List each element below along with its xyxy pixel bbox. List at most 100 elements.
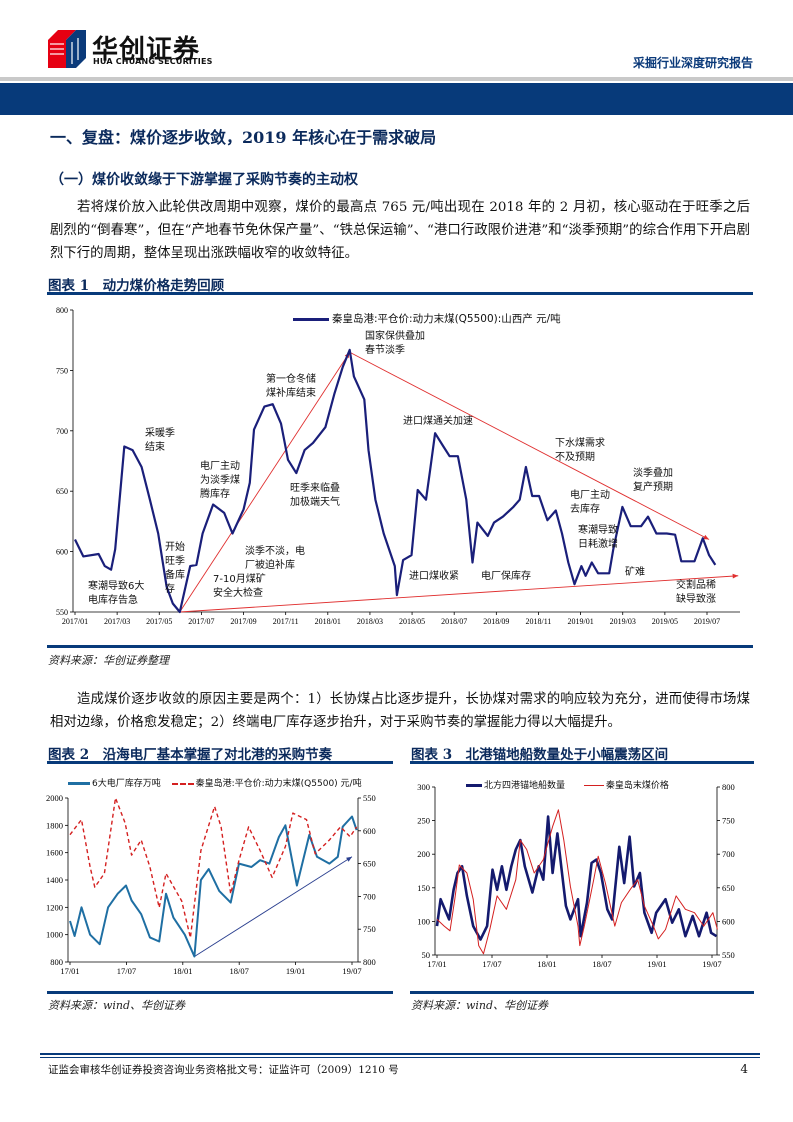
x-tick-label: 18/01 (537, 959, 556, 969)
y-tick-label-right: 550 (722, 950, 735, 960)
annotation: 淡季不淡，电 厂被迫补库 (245, 546, 305, 571)
x-tick-label: 19/01 (286, 966, 305, 976)
section-heading: 一、复盘：煤价逐步收敛，2019 年核心在于需求破局 (50, 128, 437, 147)
y-tick-label: 650 (56, 487, 68, 496)
logo-mark (48, 30, 86, 68)
figure2-chart: 2000 1800 1600 1400 1200 1000 800 550 600 650 700 7… (46, 793, 376, 976)
y-tick-label: 750 (56, 366, 68, 375)
header-divider (0, 77, 793, 81)
annotation: 交割品稀 缺导致涨 (676, 580, 716, 605)
x-tick-label: 2018/07 (441, 617, 467, 626)
x-tick-label: 2017/01 (62, 617, 88, 626)
x-tick-label: 2018/03 (357, 617, 383, 626)
y-tick-label: 2000 (46, 793, 63, 803)
x-tick-label: 17/01 (60, 966, 79, 976)
figure2-legend: 6大电厂库存万吨 秦皇岛港:平仓价:动力末煤(Q5500) 元/吨 (68, 776, 362, 789)
y-tick-label: 1800 (46, 820, 63, 830)
y-tick-label-right: 600 (363, 826, 376, 836)
report-type: 采掘行业深度研究报告 (632, 56, 753, 70)
x-tick-label: 2019/03 (610, 617, 636, 626)
annotation: 国家保供叠加 春节淡季 (365, 331, 425, 356)
x-tick-label: 18/07 (592, 959, 611, 969)
trend-line (179, 352, 351, 613)
y-tick-label-right: 800 (363, 957, 376, 967)
x-tick-label: 18/07 (230, 966, 249, 976)
subsection-heading: （一）煤价收敛缘于下游掌握了采购节奏的主动权 (50, 172, 358, 188)
x-tick-label: 17/01 (427, 959, 446, 969)
legend-swatch (293, 317, 329, 321)
y-tick-label-right: 650 (363, 859, 376, 869)
y-tick-label: 100 (417, 916, 430, 926)
logo-text: 华创证券 (92, 35, 201, 65)
annotation: 进口煤通关加速 (403, 416, 473, 427)
paragraph-1: 若将煤价放入此轮供改周期中观察，煤价的最高点 765 元/吨出现在 2018 年… (50, 200, 750, 261)
y-tick-label-right: 700 (363, 891, 376, 901)
legend-swatch (171, 782, 194, 785)
legend-label: 6大电厂库存万吨 (92, 779, 161, 789)
annotation: 开始 旺季 备库 存 (165, 542, 185, 595)
x-tick-label: 2019/07 (694, 617, 720, 626)
x-tick-label: 2017/05 (146, 617, 172, 626)
y-tick-label: 200 (417, 849, 430, 859)
x-tick-label: 19/01 (647, 959, 666, 969)
y-tick-label-right: 650 (722, 883, 735, 893)
x-tick-label: 19/07 (342, 966, 361, 976)
x-tick-label: 2019/05 (652, 617, 678, 626)
y-tick-label: 1600 (46, 848, 63, 858)
page-number: 4 (740, 1062, 748, 1076)
paragraph-2: 造成煤价逐步收敛的原因主要是两个：1）长协煤占比逐步提升，长协煤对需求的响应较为… (50, 692, 750, 730)
y-tick-label: 800 (50, 957, 63, 967)
annotation: 淡季叠加 复产预期 (633, 468, 673, 493)
trend-line (179, 575, 739, 613)
y-tick-label: 1200 (46, 902, 63, 912)
figure2-title: 图表 2 沿海电厂基本掌握了对北港的采购节奏 (48, 747, 333, 763)
x-tick-label: 2018/09 (483, 617, 509, 626)
trend-arrowhead (346, 856, 352, 862)
y-tick-label: 600 (56, 548, 68, 557)
annotation: 下水煤需求 不及预期 (555, 438, 605, 463)
y-tick-label-right: 600 (722, 916, 735, 926)
legend-swatch (466, 784, 482, 787)
figure3-chart: 300 250 200 150 100 50 800 750 700 650 600 550 17/01… (417, 782, 735, 969)
figure2-rule (47, 761, 393, 764)
y-tick-label-right: 750 (363, 924, 376, 934)
legend-label: 北方四港锚地船数量 (484, 781, 566, 791)
y-tick-label: 300 (417, 782, 430, 792)
x-tick-label: 2017/11 (273, 617, 299, 626)
figure3-bottom-rule (410, 991, 754, 994)
y-tick-label: 1400 (46, 875, 63, 885)
footer-divider (40, 1057, 760, 1058)
figure1-bottom-rule (47, 645, 753, 648)
series-line (74, 348, 717, 614)
legend-swatch (583, 785, 604, 786)
annotation: 寒潮导致6大 电库存告急 (88, 581, 145, 606)
y-tick-label-right: 750 (722, 816, 735, 826)
annotation: 电厂保库存 (481, 571, 531, 582)
footer-divider (40, 1053, 760, 1055)
x-tick-label: 2019/01 (567, 617, 593, 626)
x-tick-label: 2017/09 (230, 617, 256, 626)
x-tick-label: 2017/03 (104, 617, 130, 626)
annotation: 矿难 (625, 567, 645, 578)
y-tick-label-right: 800 (722, 782, 735, 792)
y-tick-label: 250 (417, 816, 430, 826)
trend-arrowhead (732, 573, 739, 579)
annotation: 第一仓冬储 煤补库结束 (266, 374, 316, 399)
trend-arrowhead (703, 534, 710, 540)
figure3-legend: 北方四港锚地船数量 秦皇岛末煤价格 (466, 778, 669, 791)
x-tick-label: 2018/05 (399, 617, 425, 626)
y-tick-label: 1000 (46, 930, 63, 940)
y-tick-label-right: 550 (363, 793, 376, 803)
annotation: 旺季来临叠 加极端天气 (290, 483, 340, 508)
x-tick-label: 17/07 (117, 966, 136, 976)
legend-label: 秦皇岛港:平仓价:动力末煤(Q5500) 元/吨 (195, 779, 362, 789)
annotation: 7-10月煤矿 安全大检查 (213, 574, 266, 599)
legend-swatch (68, 782, 90, 785)
x-tick-label: 2018/01 (315, 617, 341, 626)
x-tick-label: 17/07 (482, 959, 501, 969)
annotation: 进口煤收紧 (409, 571, 459, 582)
y-tick-label: 50 (422, 950, 431, 960)
y-tick-label-right: 700 (722, 849, 735, 859)
y-tick-label: 700 (56, 427, 68, 436)
legend-label: 秦皇岛港:平仓价:动力末煤(Q5500):山西产 元/吨 (332, 313, 561, 325)
